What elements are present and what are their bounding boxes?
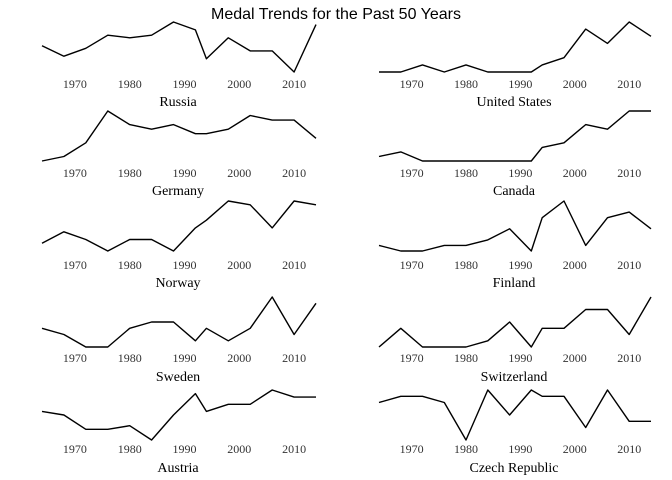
- x-tick-label: 1970: [400, 258, 424, 272]
- x-tick-label: 1970: [400, 166, 424, 180]
- x-tick-label: 2010: [617, 442, 641, 456]
- x-tick-label: 1990: [173, 166, 197, 180]
- series-line-canada: [378, 110, 651, 162]
- panel-germany: 1970 1980 1990 2000 2010 Germany: [41, 110, 317, 199]
- x-tick-label: 1970: [400, 351, 424, 365]
- series-line-germany: [41, 110, 317, 162]
- panel-canada: 1970 1980 1990 2000 2010 Canada: [378, 110, 651, 199]
- series-line-austria: [41, 389, 316, 441]
- x-tick-label: 1980: [118, 166, 142, 180]
- panel-austria: 1970 1980 1990 2000 2010 Austria: [41, 389, 316, 476]
- x-tick-label: 2000: [227, 351, 251, 365]
- series-name-united-states: United States: [476, 95, 551, 110]
- x-tick-label: 2010: [282, 166, 306, 180]
- x-tick-label: 1970: [63, 351, 87, 365]
- series-name-norway: Norway: [155, 276, 200, 291]
- x-tick-label: 2010: [617, 351, 641, 365]
- x-tick-label: 2000: [227, 77, 251, 91]
- x-tick-label: 1990: [508, 166, 532, 180]
- x-tick-label: 1980: [454, 258, 478, 272]
- x-tick-label: 2000: [563, 77, 587, 91]
- x-tick-label: 2000: [563, 258, 587, 272]
- panel-switzerland: 1970 1980 1990 2000 2010 Switzerland: [378, 296, 652, 385]
- series-line-switzerland: [378, 296, 652, 348]
- x-tick-label: 2000: [563, 351, 587, 365]
- x-tick-label: 1970: [63, 258, 87, 272]
- series-line-sweden: [41, 296, 317, 348]
- x-tick-label: 2010: [282, 442, 306, 456]
- x-tick-label: 2000: [227, 258, 251, 272]
- x-tick-label: 1980: [118, 258, 142, 272]
- x-tick-label: 1970: [400, 442, 424, 456]
- x-tick-label: 1970: [63, 77, 87, 91]
- x-tick-label: 2010: [617, 258, 641, 272]
- x-tick-label: 1980: [454, 77, 478, 91]
- panel-finland: 1970 1980 1990 2000 2010 Finland: [378, 200, 652, 291]
- series-line-russia: [41, 21, 317, 73]
- panel-united-states: 1970 1980 1990 2000 2010 United States: [379, 21, 652, 110]
- x-tick-label: 1990: [508, 442, 532, 456]
- x-tick-label: 2010: [282, 258, 306, 272]
- x-tick-label: 1980: [118, 442, 142, 456]
- x-tick-label: 1990: [508, 351, 532, 365]
- panels: 1970 1980 1990 2000 2010 Russia 1970 1980 1990 20…: [41, 21, 652, 476]
- x-tick-label: 2010: [282, 351, 306, 365]
- series-name-sweden: Sweden: [156, 370, 200, 385]
- panel-sweden: 1970 1980 1990 2000 2010 Sweden: [41, 296, 317, 385]
- x-tick-label: 1970: [400, 77, 424, 91]
- x-tick-label: 2000: [227, 442, 251, 456]
- panel-norway: 1970 1980 1990 2000 2010 Norway: [41, 200, 317, 291]
- x-tick-label: 1990: [173, 442, 197, 456]
- series-name-austria: Austria: [157, 461, 199, 476]
- x-tick-label: 1970: [63, 442, 87, 456]
- series-name-switzerland: Switzerland: [481, 370, 548, 385]
- series-line-norway: [41, 200, 317, 252]
- x-tick-label: 2010: [617, 77, 641, 91]
- series-name-germany: Germany: [152, 184, 204, 199]
- x-tick-label: 1990: [173, 258, 197, 272]
- series-line-finland: [378, 200, 652, 252]
- x-tick-label: 1980: [454, 442, 478, 456]
- x-tick-label: 1990: [173, 351, 197, 365]
- series-name-finland: Finland: [493, 276, 536, 291]
- chart-title: Medal Trends for the Past 50 Years: [211, 6, 461, 23]
- x-tick-label: 1990: [508, 258, 532, 272]
- x-tick-label: 1990: [508, 77, 532, 91]
- x-tick-label: 1980: [454, 351, 478, 365]
- x-tick-label: 1990: [173, 77, 197, 91]
- x-tick-label: 2000: [227, 166, 251, 180]
- x-tick-label: 1980: [454, 166, 478, 180]
- series-name-russia: Russia: [159, 95, 197, 110]
- x-tick-label: 2000: [563, 442, 587, 456]
- series-name-canada: Canada: [493, 184, 536, 199]
- panel-russia: 1970 1980 1990 2000 2010 Russia: [41, 21, 317, 110]
- x-tick-label: 2000: [563, 166, 587, 180]
- x-tick-label: 1970: [63, 166, 87, 180]
- series-name-czech-republic: Czech Republic: [469, 461, 558, 476]
- x-tick-label: 1980: [118, 77, 142, 91]
- series-line-czech-republic: [378, 389, 651, 441]
- x-tick-label: 2010: [282, 77, 306, 91]
- x-tick-label: 1980: [118, 351, 142, 365]
- x-tick-label: 2010: [617, 166, 641, 180]
- panel-czech-republic: 1970 1980 1990 2000 2010 Czech Republic: [378, 389, 651, 476]
- series-line-united-states: [379, 21, 652, 73]
